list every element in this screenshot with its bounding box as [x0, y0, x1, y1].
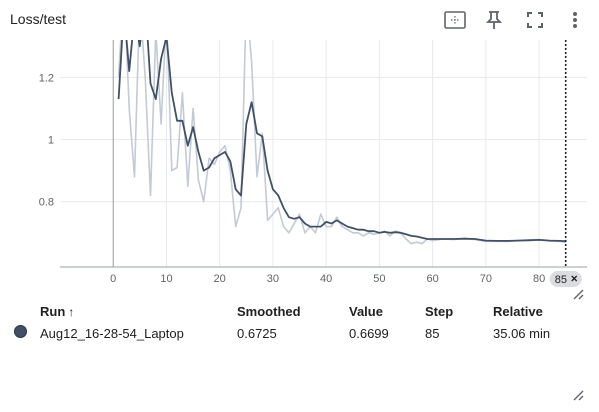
run-color-cell [0, 322, 40, 344]
more-vert-icon[interactable] [563, 8, 587, 32]
x-tick-label: 70 [480, 273, 492, 285]
x-tick-label: 80 [533, 273, 545, 285]
table-header-row: Run ↑ Smoothed Value Step Relative [0, 300, 593, 322]
chart[interactable]: 0.8 1 1.2 0 10 20 30 40 50 60 70 80 85 [0, 40, 599, 290]
cell-value: 0.6699 [349, 325, 389, 341]
y-tick-label: 0.8 [39, 197, 54, 209]
x-tick-label: 0 [110, 273, 116, 285]
x-tick-label: 40 [320, 273, 332, 285]
run-table: Run ↑ Smoothed Value Step Relative Aug12_… [0, 300, 593, 344]
cell-smoothed: 0.6725 [237, 325, 277, 341]
table-row: Aug12_16-28-54_Laptop 0.6725 0.6699 85 3… [0, 322, 593, 344]
header-relative[interactable]: Relative [493, 303, 543, 319]
chart-svg[interactable]: 0.8 1 1.2 0 10 20 30 40 50 60 70 80 85 [0, 40, 599, 290]
y-tick-label: 1 [48, 135, 54, 147]
hover-step-badge: 85 [549, 271, 582, 287]
card-title: Loss/test [10, 11, 67, 27]
resize-handle-card[interactable] [572, 388, 584, 401]
fit-domain-icon[interactable] [443, 8, 467, 32]
fullscreen-icon[interactable] [523, 8, 547, 32]
header-run[interactable]: Run ↑ [40, 303, 75, 319]
x-tick-label: 10 [160, 273, 172, 285]
header-step[interactable]: Step [425, 303, 454, 319]
cell-run: Aug12_16-28-54_Laptop [40, 325, 184, 341]
x-tick-label: 20 [214, 273, 226, 285]
y-tick-label: 1.2 [39, 72, 54, 84]
series-line-smoothed [117, 40, 566, 243]
run-color-dot-icon [14, 325, 27, 338]
series-line-raw [117, 40, 566, 245]
hover-step-badge-bg [549, 271, 582, 287]
resize-handle-chart[interactable] [572, 287, 584, 300]
sort-ascending-icon: ↑ [68, 304, 75, 319]
pin-icon[interactable] [482, 8, 506, 32]
header-smoothed[interactable]: Smoothed [237, 303, 301, 319]
cell-relative: 35.06 min [493, 325, 551, 341]
close-icon[interactable] [571, 275, 578, 282]
x-tick-label: 50 [373, 273, 385, 285]
hover-step-label: 85 [555, 274, 567, 286]
card-header: Loss/test [0, 0, 599, 40]
x-tick-label: 30 [267, 273, 279, 285]
header-color-cell [0, 300, 40, 322]
cell-step: 85 [425, 325, 440, 341]
header-value[interactable]: Value [349, 303, 383, 319]
x-tick-label: 60 [427, 273, 439, 285]
